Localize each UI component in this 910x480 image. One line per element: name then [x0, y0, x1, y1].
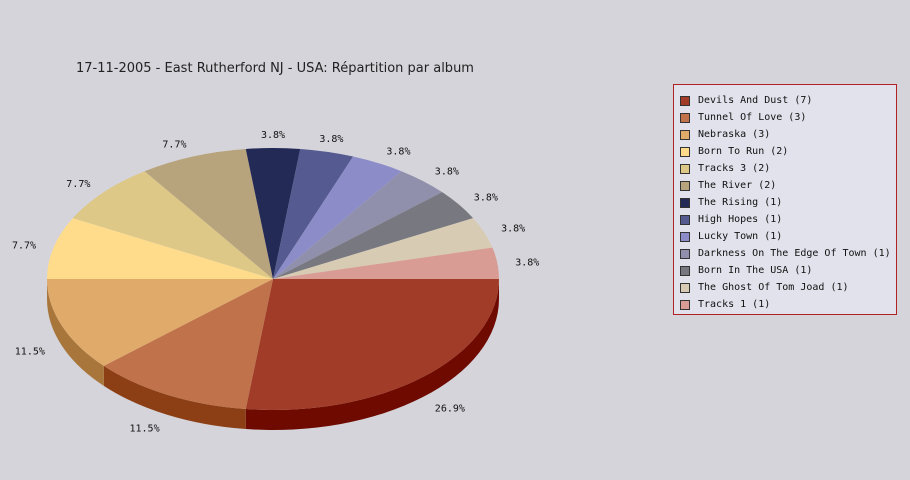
slice-label-1: 11.5% — [129, 423, 159, 434]
pie-slice-11 — [273, 218, 493, 279]
legend-item: Darkness On The Edge Of Town (1) — [680, 245, 896, 262]
legend-swatch — [680, 129, 690, 140]
legend-swatch — [680, 214, 690, 225]
pie-slice-3 — [47, 218, 273, 279]
slice-label-5: 7.7% — [162, 139, 186, 150]
pie-slice-8 — [273, 156, 402, 279]
pie-slice-2 — [47, 279, 273, 366]
slice-label-4: 7.7% — [66, 179, 90, 190]
pie-slice-0 — [245, 279, 499, 411]
legend-item: The River (2) — [680, 177, 896, 194]
legend-label: Tracks 1 (1) — [698, 299, 771, 310]
legend-swatch — [680, 112, 690, 123]
pie-slice-4 — [72, 171, 274, 279]
legend-item: Lucky Town (1) — [680, 228, 896, 245]
slice-label-7: 3.8% — [319, 134, 343, 145]
pie-side-0 — [245, 279, 499, 431]
pie-slice-6 — [245, 147, 301, 279]
pie-side-1 — [103, 365, 246, 430]
slice-label-12: 3.8% — [515, 258, 539, 269]
legend-item: Born In The USA (1) — [680, 262, 896, 279]
legend-swatch — [680, 197, 690, 208]
legend-label: Tunnel Of Love (3) — [698, 112, 807, 123]
legend-label: Darkness On The Edge Of Town (1) — [698, 248, 891, 259]
legend-item: Tracks 1 (1) — [680, 296, 896, 313]
legend-label: Devils And Dust (7) — [698, 95, 813, 106]
slice-label-6: 3.8% — [261, 130, 285, 141]
legend-label: The Ghost Of Tom Joad (1) — [698, 282, 849, 293]
legend-swatch — [680, 231, 690, 242]
legend-swatch — [680, 299, 690, 310]
slice-label-11: 3.8% — [501, 224, 525, 235]
slice-label-9: 3.8% — [435, 167, 459, 178]
slice-label-8: 3.8% — [386, 147, 410, 158]
legend-item: High Hopes (1) — [680, 211, 896, 228]
legend-swatch — [680, 146, 690, 157]
legend-label: Born In The USA (1) — [698, 265, 813, 276]
legend-item: The Rising (1) — [680, 194, 896, 211]
legend-swatch — [680, 282, 690, 293]
pie-slice-5 — [144, 148, 273, 279]
slice-label-3: 7.7% — [12, 240, 36, 251]
slice-label-2: 11.5% — [15, 346, 45, 357]
chart-title: 17-11-2005 - East Rutherford NJ - USA: R… — [76, 61, 474, 76]
legend-item: Born To Run (2) — [680, 143, 896, 160]
slice-label-0: 26.9% — [435, 404, 465, 415]
legend-swatch — [680, 180, 690, 191]
pie-slice-12 — [273, 247, 499, 279]
legend-label: Born To Run (2) — [698, 146, 789, 157]
pie-slice-9 — [273, 171, 443, 279]
pie-side-2 — [47, 279, 104, 386]
legend-item: Tunnel Of Love (3) — [680, 109, 896, 126]
legend-label: High Hopes (1) — [698, 214, 783, 225]
legend-label: Lucky Town (1) — [698, 231, 783, 242]
legend-swatch — [680, 265, 690, 276]
legend-label: Tracks 3 (2) — [698, 163, 771, 174]
legend-item: Nebraska (3) — [680, 126, 896, 143]
legend-label: The Rising (1) — [698, 197, 783, 208]
legend: Devils And Dust (7) Tunnel Of Love (3) Neb… — [673, 84, 897, 315]
pie-slice-1 — [103, 279, 273, 410]
legend-swatch — [680, 95, 690, 106]
slice-label-10: 3.8% — [474, 193, 498, 204]
legend-label: Nebraska (3) — [698, 129, 771, 140]
legend-item: The Ghost Of Tom Joad (1) — [680, 279, 896, 296]
legend-item: Devils And Dust (7) — [680, 92, 896, 109]
pie-slice-10 — [273, 192, 474, 279]
legend-swatch — [680, 163, 690, 174]
legend-label: The River (2) — [698, 180, 777, 191]
legend-swatch — [680, 248, 690, 259]
legend-item: Tracks 3 (2) — [680, 160, 896, 177]
pie-slice-7 — [273, 148, 354, 279]
pie-chart: 26.9% 11.5% 11.5% 7.7% 7.7% 7.7% 3.8% 3.8% 3.8% 3… — [12, 130, 539, 434]
